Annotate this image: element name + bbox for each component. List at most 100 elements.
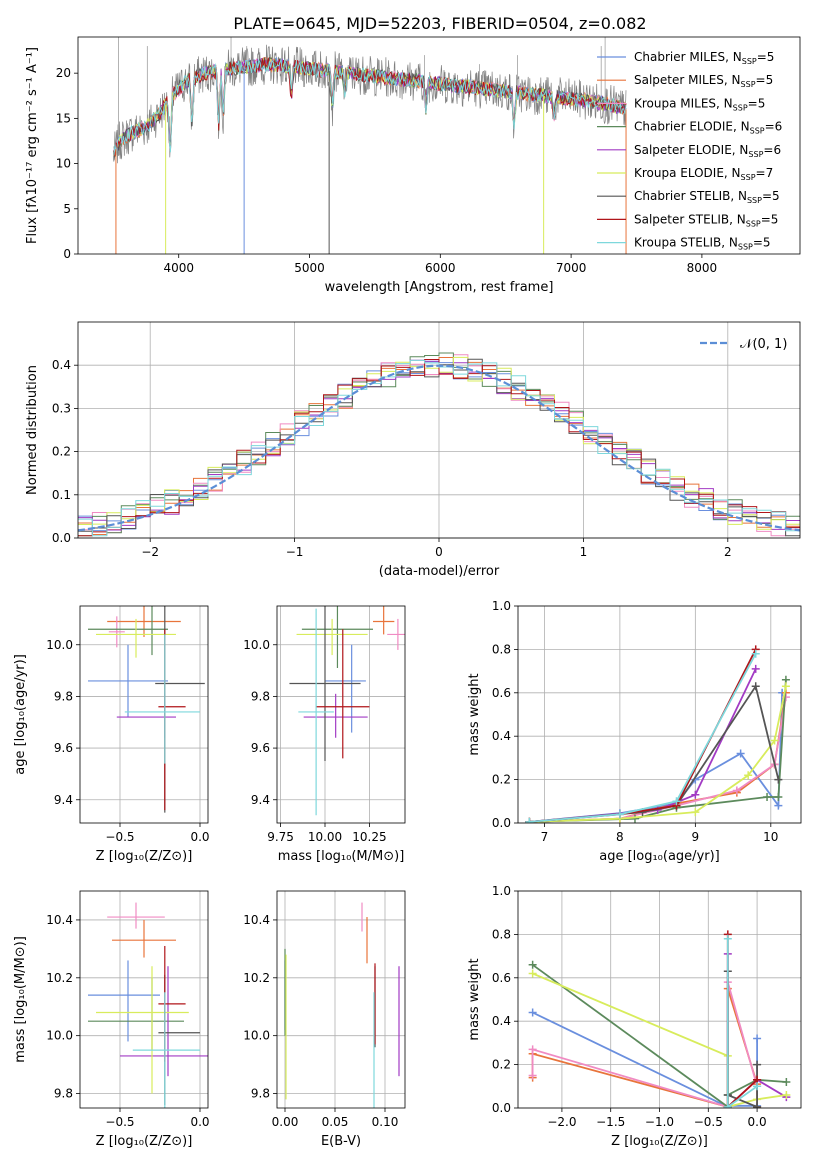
weight-marker-chabrier-elodie <box>774 792 783 801</box>
weight-marker-kroupa-elodie <box>782 1090 791 1099</box>
weight-marker-kroupa-miles <box>732 786 741 795</box>
weight-line-kroupa-stelib <box>529 653 757 823</box>
y-tick-label: 10.0 <box>46 1029 73 1043</box>
legend-label-suffix: =6 <box>765 120 783 134</box>
y-tick-label: 10.0 <box>243 638 270 652</box>
x-tick-label: 8 <box>616 830 624 844</box>
x-tick-label: −1.0 <box>645 1115 674 1129</box>
observed-spectrum-line <box>112 44 627 164</box>
legend-label-sub: SSP <box>738 243 753 252</box>
y-tick-label: 10.0 <box>243 1029 270 1043</box>
weight-marker-kroupa-stelib <box>615 810 624 819</box>
age-vs-z-panel: −0.5 0.0 9.4 9.6 9.8 10.0 Z [log₁₀(Z/Z⊙)] age [… <box>13 605 210 864</box>
age-vs-mass-panel: 9.75 10.00 10.25 9.4 9.6 9.8 10.0 mass [log₁₀(M… <box>243 605 406 864</box>
legend-label-sub: SSP <box>741 173 756 182</box>
x-tick-label: −0.5 <box>105 830 134 844</box>
x-tick-label: 9.75 <box>267 830 294 844</box>
legend-label-text: Chabrier MILES, N <box>634 50 742 64</box>
weight-marker-kroupa-stelib <box>753 1082 762 1091</box>
model-spectrum-kroupa-stelib <box>113 58 627 156</box>
y-axis-label: mass [log₁₀(M/M⊙)] <box>13 936 28 1063</box>
y-axis-label: age [log₁₀(age/yr)] <box>13 654 28 775</box>
x-tick-label: 0.0 <box>190 830 209 844</box>
x-tick-label: 9 <box>692 830 700 844</box>
legend-label-suffix: =5 <box>761 212 779 226</box>
y-tick-label: 15 <box>56 111 71 125</box>
x-tick-label: −1 <box>286 545 304 559</box>
y-tick-label: 0.4 <box>52 358 71 372</box>
model-spectrum-salpeter-stelib <box>113 58 627 156</box>
legend-label-sub: SSP <box>748 150 763 159</box>
legend-label-sub: SSP <box>746 219 761 228</box>
x-axis-label: age [log₁₀(age/yr)] <box>599 849 720 864</box>
legend-label: Kroupa STELIB, NSSP=5 <box>634 236 771 252</box>
legend-label-suffix: =5 <box>748 96 766 110</box>
x-tick-label: 4000 <box>163 261 194 275</box>
y-tick-label: 9.8 <box>251 689 270 703</box>
y-tick-label: 0.4 <box>492 1014 511 1028</box>
y-axis-label: mass weight <box>467 958 482 1040</box>
y-tick-label: 10.4 <box>46 913 73 927</box>
weight-marker-kroupa-stelib <box>723 934 732 943</box>
legend-label-suffix: =5 <box>762 189 780 203</box>
y-tick-label: 1.0 <box>492 884 511 898</box>
y-tick-label: 0.0 <box>492 816 511 830</box>
y-tick-label: 1.0 <box>492 599 511 613</box>
plot-area <box>112 37 627 254</box>
y-tick-label: 10.0 <box>46 638 73 652</box>
legend-label: Kroupa MILES, NSSP=5 <box>634 96 765 112</box>
weight-marker-chabrier-miles <box>736 749 745 758</box>
axes-frame <box>276 605 406 824</box>
x-tick-label: 7 <box>541 830 549 844</box>
plot-area <box>88 606 205 813</box>
weight-marker-chabrier-elodie <box>630 814 639 823</box>
x-axis-label: Z [log₁₀(Z/Z⊙)] <box>96 849 193 864</box>
legend-label-text: Kroupa STELIB, N <box>634 236 738 250</box>
x-tick-label: 8000 <box>687 261 718 275</box>
weight-marker-kroupa-miles <box>528 1071 537 1080</box>
legend-label: Chabrier ELODIE, NSSP=6 <box>634 120 782 136</box>
x-tick-label: 10 <box>763 830 778 844</box>
legend-label-text: Kroupa ELODIE, N <box>634 166 741 180</box>
legend-label-text: Salpeter ELODIE, N <box>634 143 748 157</box>
y-tick-label: 0.3 <box>52 401 71 415</box>
y-tick-label: 0.8 <box>492 642 511 656</box>
legend-label-sub: SSP <box>741 80 756 89</box>
legend-label: Salpeter MILES, NSSP=5 <box>634 73 773 89</box>
residual-histogram-panel: −2 −1 0 1 2 0.0 0.1 0.2 0.3 0.4 (data-model)/error… <box>25 321 801 579</box>
legend-label: Chabrier MILES, NSSP=5 <box>634 50 774 66</box>
weight-marker-kroupa-stelib <box>672 797 681 806</box>
weight-line-kroupa-elodie <box>529 686 787 823</box>
y-tick-label: 5 <box>63 202 71 216</box>
mass-vs-z-panel: −0.5 0.0 9.8 10.0 10.2 10.4 Z [log₁₀(Z/Z⊙)] mas… <box>13 890 210 1149</box>
weight-marker-kroupa-elodie <box>744 771 753 780</box>
y-tick-label: 0.8 <box>492 927 511 941</box>
figure-title: PLATE=0645, MJD=52203, FIBERID=0504, z=0… <box>233 14 646 33</box>
y-tick-label: 9.8 <box>54 689 73 703</box>
y-tick-label: 9.8 <box>54 1087 73 1101</box>
plot-area <box>528 930 791 1108</box>
legend-label-suffix: =5 <box>757 50 775 64</box>
y-tick-label: 9.4 <box>251 793 270 807</box>
weight-marker-kroupa-elodie <box>691 808 700 817</box>
y-tick-label: 0.2 <box>52 445 71 459</box>
mass-weight-vs-age-panel: 7 8 9 10 0.0 0.2 0.4 0.6 0.8 1.0 age [log₁₀(age/yr… <box>467 599 802 864</box>
normal-curve <box>78 364 800 532</box>
legend-label-text: Chabrier ELODIE, N <box>634 120 750 134</box>
weight-marker-kroupa-stelib <box>525 817 534 823</box>
weight-marker-chabrier-elodie <box>763 792 772 801</box>
legend-label: 𝒩(0, 1) <box>740 337 787 352</box>
legend-label-sub: SSP <box>747 196 762 205</box>
weight-marker-kroupa-miles <box>528 1045 537 1054</box>
axes-frame <box>276 890 406 1109</box>
y-tick-label: 10 <box>56 157 71 171</box>
legend-label-suffix: =6 <box>763 143 781 157</box>
weight-marker-chabrier-stelib <box>753 1060 762 1069</box>
x-tick-label: −2.0 <box>547 1115 576 1129</box>
x-tick-label: 0.10 <box>372 1115 399 1129</box>
x-tick-label: 10.00 <box>308 830 342 844</box>
weight-marker-salpeter-elodie <box>691 790 700 799</box>
